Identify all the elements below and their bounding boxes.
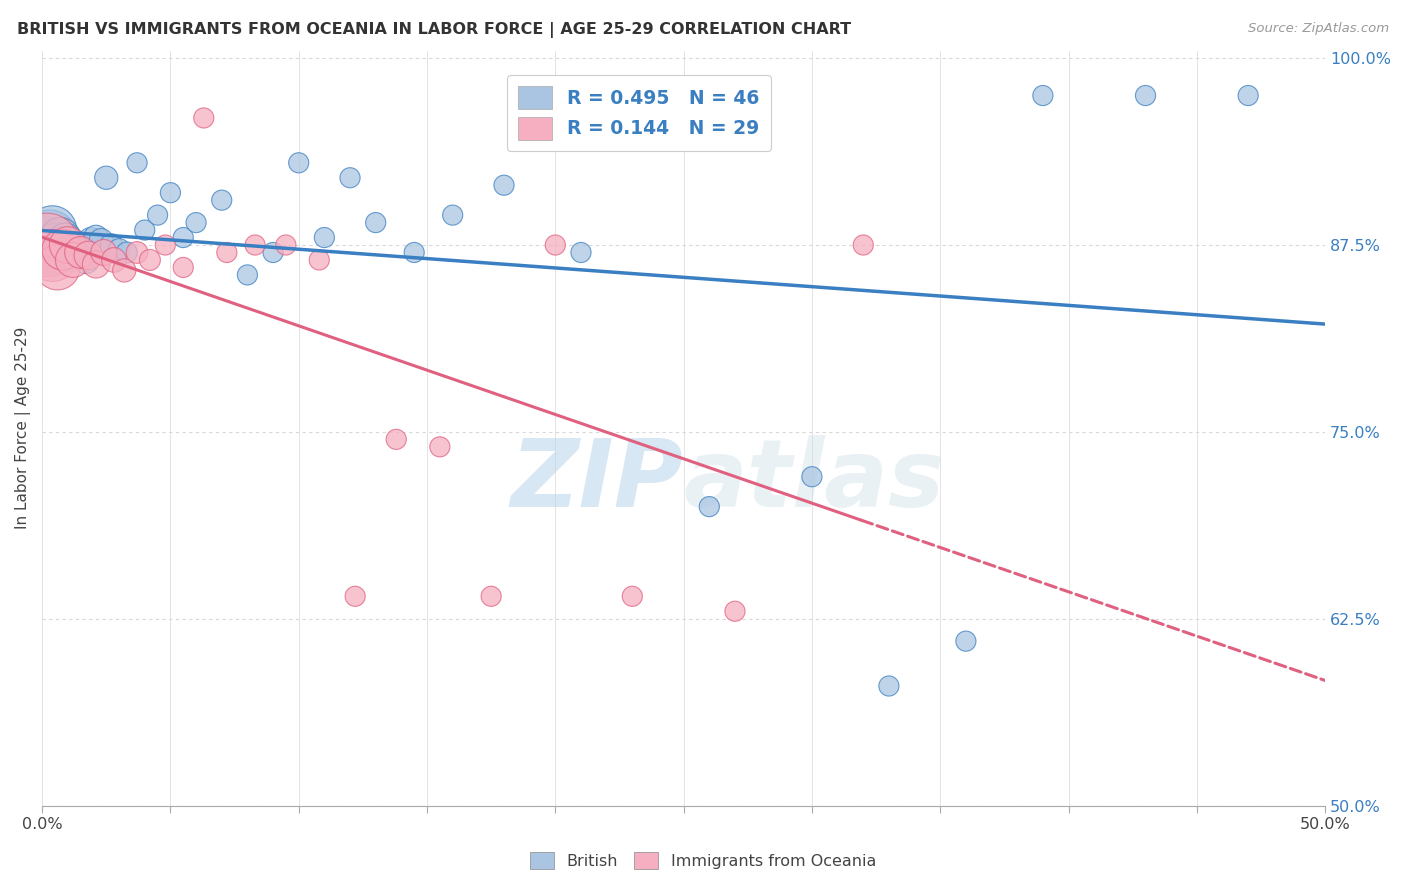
Point bbox=[62, 248, 84, 262]
Point bbox=[62, 252, 84, 267]
Point bbox=[100, 238, 122, 252]
Point bbox=[46, 245, 69, 260]
Point bbox=[93, 245, 115, 260]
Point bbox=[96, 170, 118, 185]
Y-axis label: In Labor Force | Age 25-29: In Labor Force | Age 25-29 bbox=[15, 327, 31, 529]
Point bbox=[52, 243, 75, 257]
Text: ZIP: ZIP bbox=[510, 435, 683, 527]
Point bbox=[69, 245, 91, 260]
Point bbox=[41, 223, 63, 237]
Text: Source: ZipAtlas.com: Source: ZipAtlas.com bbox=[1249, 22, 1389, 36]
Point bbox=[172, 260, 194, 275]
Point bbox=[146, 208, 169, 222]
Point bbox=[56, 243, 79, 257]
Point bbox=[108, 243, 131, 257]
Point bbox=[80, 234, 103, 248]
Point bbox=[852, 238, 875, 252]
Point bbox=[41, 248, 63, 262]
Point bbox=[724, 604, 747, 618]
Point bbox=[569, 245, 592, 260]
Point bbox=[344, 590, 367, 604]
Point bbox=[115, 245, 138, 260]
Point bbox=[287, 156, 309, 170]
Text: BRITISH VS IMMIGRANTS FROM OCEANIA IN LABOR FORCE | AGE 25-29 CORRELATION CHART: BRITISH VS IMMIGRANTS FROM OCEANIA IN LA… bbox=[17, 22, 851, 38]
Point bbox=[544, 238, 567, 252]
Point bbox=[77, 248, 100, 262]
Point bbox=[274, 238, 297, 252]
Point bbox=[56, 238, 79, 252]
Legend: British, Immigrants from Oceania: British, Immigrants from Oceania bbox=[523, 846, 883, 875]
Point bbox=[53, 234, 76, 248]
Point bbox=[193, 111, 215, 125]
Point bbox=[262, 245, 284, 260]
Point bbox=[308, 252, 330, 267]
Point bbox=[621, 590, 644, 604]
Point bbox=[125, 156, 148, 170]
Point bbox=[385, 433, 408, 447]
Point bbox=[75, 252, 97, 267]
Point bbox=[125, 245, 148, 260]
Point bbox=[339, 170, 361, 185]
Point bbox=[1237, 88, 1260, 103]
Point bbox=[159, 186, 181, 200]
Point bbox=[492, 178, 515, 193]
Point bbox=[139, 252, 162, 267]
Point bbox=[697, 500, 720, 514]
Point bbox=[215, 245, 238, 260]
Point bbox=[877, 679, 900, 693]
Point bbox=[800, 469, 823, 483]
Point bbox=[314, 230, 336, 244]
Point bbox=[172, 230, 194, 244]
Point bbox=[38, 230, 60, 244]
Point bbox=[49, 230, 72, 244]
Point bbox=[479, 590, 502, 604]
Point bbox=[84, 257, 107, 271]
Point bbox=[404, 245, 426, 260]
Point bbox=[211, 193, 233, 207]
Point bbox=[429, 440, 451, 454]
Point bbox=[37, 238, 59, 252]
Point bbox=[955, 634, 977, 648]
Point bbox=[1135, 88, 1157, 103]
Point bbox=[621, 111, 644, 125]
Point bbox=[184, 216, 207, 230]
Point bbox=[59, 236, 82, 251]
Point bbox=[52, 238, 75, 252]
Point bbox=[84, 230, 107, 244]
Point bbox=[134, 223, 156, 237]
Point bbox=[37, 238, 59, 252]
Point bbox=[1032, 88, 1054, 103]
Point bbox=[65, 239, 87, 253]
Point bbox=[236, 268, 259, 282]
Point bbox=[112, 263, 135, 277]
Point bbox=[243, 238, 266, 252]
Point bbox=[46, 260, 69, 275]
Text: atlas: atlas bbox=[683, 435, 945, 527]
Point bbox=[90, 234, 112, 248]
Point bbox=[103, 252, 125, 267]
Legend: R = 0.495   N = 46, R = 0.144   N = 29: R = 0.495 N = 46, R = 0.144 N = 29 bbox=[508, 75, 770, 151]
Point bbox=[69, 245, 91, 260]
Point bbox=[364, 216, 387, 230]
Point bbox=[441, 208, 464, 222]
Point bbox=[155, 238, 177, 252]
Point bbox=[44, 238, 66, 252]
